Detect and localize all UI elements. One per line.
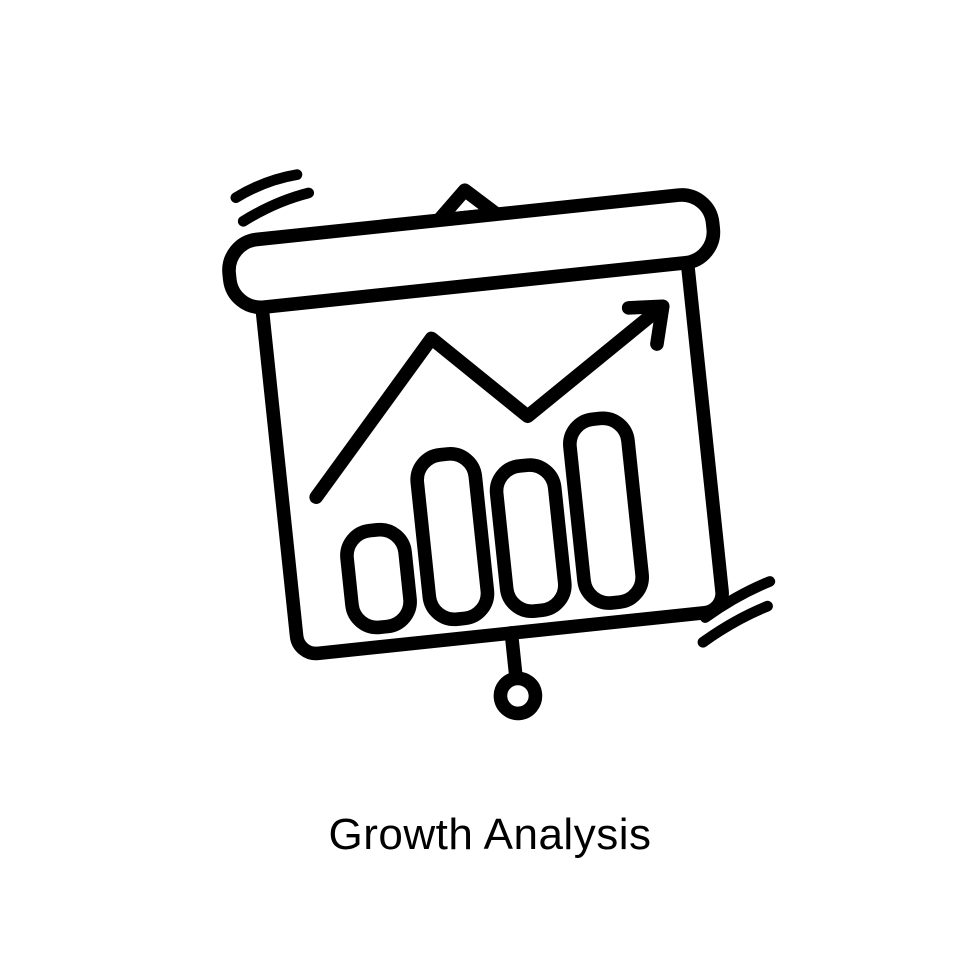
bar-4 bbox=[567, 416, 644, 606]
growth-analysis-icon bbox=[140, 80, 840, 780]
bar-1 bbox=[344, 527, 412, 630]
bar-2 bbox=[415, 451, 490, 621]
motion-lines-top-left bbox=[234, 174, 311, 222]
bar-3 bbox=[494, 463, 567, 614]
pull-cord-stem bbox=[511, 633, 516, 677]
caption-text: Growth Analysis bbox=[329, 810, 652, 860]
pull-ring bbox=[499, 677, 537, 715]
